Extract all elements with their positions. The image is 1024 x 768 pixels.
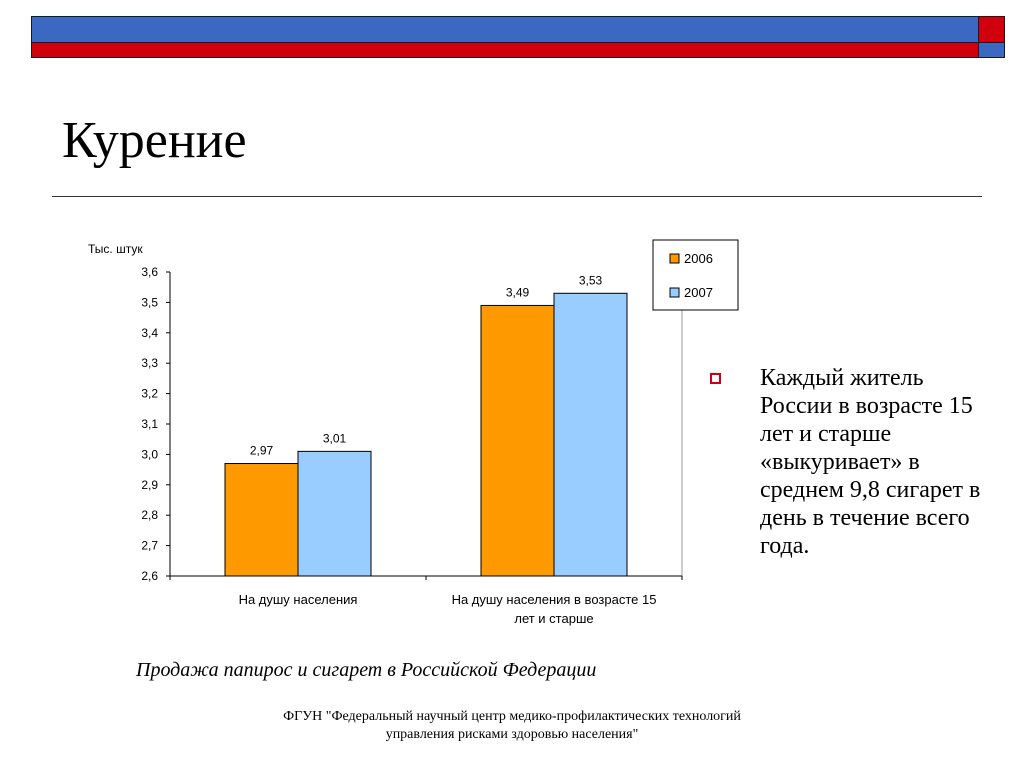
bullet-text: Каждый житель России в возрасте 15 лет и…: [760, 365, 981, 560]
y-tick-label: 2,9: [141, 478, 158, 492]
data-label: 2,97: [250, 444, 274, 458]
bar-2007: [297, 450, 372, 577]
data-label: 3,01: [323, 431, 347, 445]
data-label: 3,53: [579, 273, 603, 287]
footer-text: ФГУН "Федеральный научный центр медико-п…: [200, 708, 824, 744]
bullet-square-icon: [710, 373, 721, 384]
y-tick-label: 3,3: [141, 356, 158, 370]
chart-caption: Продажа папирос и сигарет в Российской Ф…: [136, 659, 597, 681]
y-tick-label: 3,0: [141, 447, 158, 461]
legend-swatch-2007: [669, 287, 680, 298]
footer-line: ФГУН "Федеральный научный центр медико-п…: [283, 709, 741, 724]
legend-label: 2006: [684, 251, 713, 266]
header-square-blue: [978, 42, 1005, 58]
slide-title: Курение: [62, 112, 247, 169]
legend-box: [652, 239, 739, 311]
bar-2007: [553, 292, 628, 577]
bar-2006: [224, 463, 299, 577]
y-tick-label: 3,1: [141, 417, 158, 431]
legend-label: 2007: [684, 285, 713, 300]
y-tick-label: 3,5: [141, 295, 158, 309]
footer-line: управления рисками здоровью населения": [385, 727, 639, 743]
bar-2006: [480, 304, 555, 577]
y-tick-label: 2,7: [141, 539, 158, 553]
header-square-red: [978, 16, 1005, 43]
title-divider: [52, 196, 982, 197]
bar-chart: 2,6 2,7 2,8 2,9 3,0 3,1 3,2 3,3 3,4 3,5 3,6 Тыс. шт…: [88, 239, 739, 626]
y-tick-label: 3,6: [141, 265, 158, 279]
data-label: 3,49: [506, 285, 530, 299]
y-tick-label: 2,6: [141, 569, 158, 583]
y-tick-label: 3,4: [141, 326, 158, 340]
x-category-label: На душу населения в возрасте 15: [452, 592, 657, 607]
x-category-label: На душу населения: [239, 592, 358, 607]
y-tick-label: 3,2: [141, 387, 158, 401]
y-axis-title: Тыс. штук: [88, 242, 143, 256]
legend-swatch-2006: [669, 253, 680, 264]
y-tick-label: 2,8: [141, 508, 158, 522]
x-category-label: лет и старше: [514, 611, 593, 626]
